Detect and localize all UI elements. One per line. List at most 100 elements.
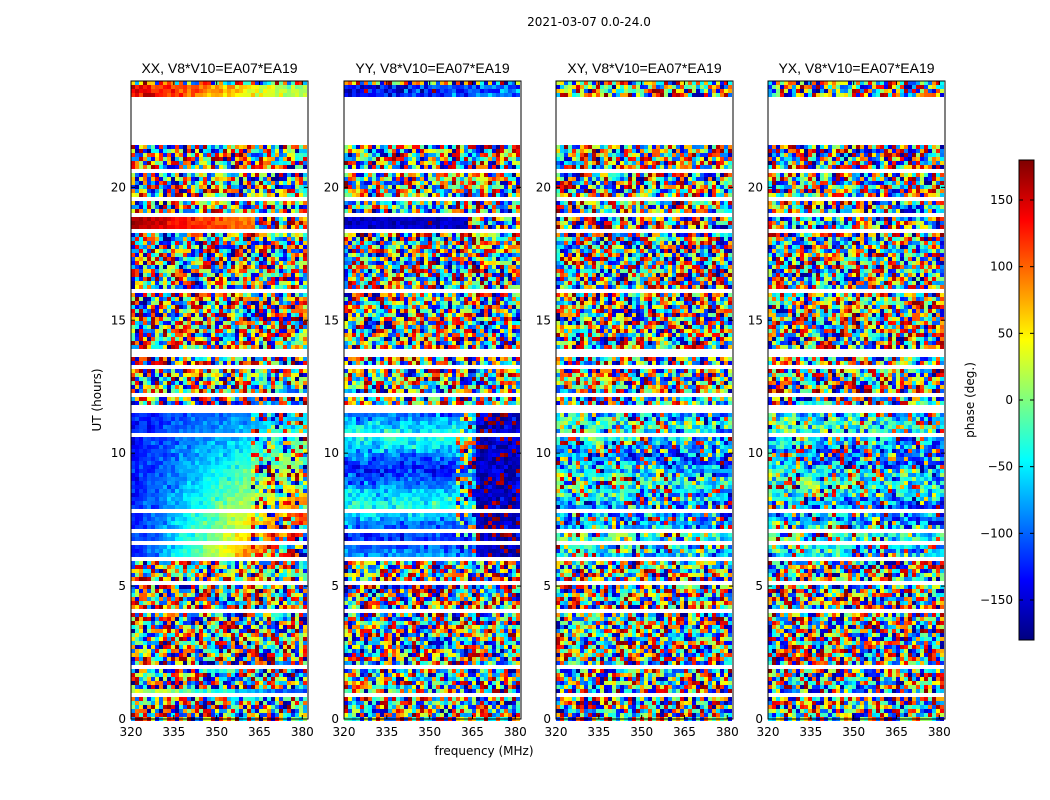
- heatmap-cell: [299, 165, 303, 169]
- heatmap-cell: [279, 93, 283, 97]
- heatmap-cell: [259, 237, 263, 241]
- heatmap-cell: [259, 225, 263, 229]
- heatmap-cell: [159, 189, 163, 193]
- heatmap-cell: [243, 201, 247, 205]
- heatmap-cell: [195, 153, 199, 157]
- heatmap-cell: [231, 217, 235, 221]
- heatmap-cell: [171, 89, 175, 93]
- heatmap-cell: [195, 245, 199, 249]
- heatmap-cell: [291, 81, 295, 85]
- heatmap-cell: [235, 233, 239, 237]
- heatmap-cell: [243, 217, 247, 221]
- heatmap-cell: [223, 161, 227, 165]
- heatmap-cell: [295, 273, 299, 277]
- heatmap-cell: [275, 93, 279, 97]
- heatmap-cell: [203, 285, 207, 289]
- heatmap-cell: [163, 241, 167, 245]
- heatmap-cell: [239, 181, 243, 185]
- heatmap-cell: [175, 253, 179, 257]
- heatmap-cell: [195, 201, 199, 205]
- heatmap-cell: [187, 153, 191, 157]
- heatmap-cell: [235, 285, 239, 289]
- heatmap-cell: [243, 81, 247, 85]
- heatmap-cell: [227, 165, 231, 169]
- heatmap-cell: [219, 261, 223, 265]
- heatmap-cell: [279, 165, 283, 169]
- heatmap-cell: [207, 205, 211, 209]
- heatmap-cell: [255, 85, 259, 89]
- heatmap-cell: [159, 225, 163, 229]
- heatmap-cell: [291, 245, 295, 249]
- heatmap-cell: [171, 245, 175, 249]
- heatmap-cell: [147, 145, 151, 149]
- heatmap-cell: [175, 89, 179, 93]
- heatmap-cell: [215, 201, 219, 205]
- heatmap-cell: [159, 185, 163, 189]
- heatmap-cell: [287, 85, 291, 89]
- heatmap-cell: [295, 277, 299, 281]
- heatmap-cell: [207, 145, 211, 149]
- heatmap-cell: [151, 81, 155, 85]
- heatmap-cell: [191, 237, 195, 241]
- heatmap-cell: [187, 273, 191, 277]
- heatmap-cell: [151, 245, 155, 249]
- heatmap-cell: [155, 257, 159, 261]
- heatmap-cell: [247, 89, 251, 93]
- heatmap-cell: [199, 85, 203, 89]
- heatmap-cell: [259, 93, 263, 97]
- heatmap-cell: [227, 189, 231, 193]
- heatmap-cell: [183, 233, 187, 237]
- heatmap-cell: [139, 201, 143, 205]
- heatmap-cell: [255, 177, 259, 181]
- heatmap-cell: [303, 181, 307, 185]
- heatmap-cell: [259, 193, 263, 197]
- heatmap-cell: [151, 225, 155, 229]
- heatmap-cell: [251, 245, 255, 249]
- heatmap-cell: [195, 241, 199, 245]
- heatmap-cell: [199, 273, 203, 277]
- heatmap-cell: [151, 217, 155, 221]
- heatmap-cell: [231, 177, 235, 181]
- heatmap-cell: [135, 201, 139, 205]
- heatmap-cell: [195, 149, 199, 153]
- heatmap-cell: [207, 177, 211, 181]
- heatmap-cell: [131, 265, 135, 269]
- heatmap-cell: [171, 153, 175, 157]
- heatmap-cell: [227, 85, 231, 89]
- heatmap-cell: [143, 201, 147, 205]
- heatmap-cell: [271, 173, 275, 177]
- heatmap-cell: [171, 181, 175, 185]
- heatmap-cell: [139, 89, 143, 93]
- heatmap-cell: [155, 221, 159, 225]
- heatmap-cell: [227, 249, 231, 253]
- heatmap-cell: [295, 245, 299, 249]
- heatmap-cell: [179, 161, 183, 165]
- heatmap-cell: [219, 225, 223, 229]
- heatmap-cell: [287, 277, 291, 281]
- heatmap-cell: [155, 89, 159, 93]
- heatmap-cell: [275, 189, 279, 193]
- heatmap-cell: [243, 265, 247, 269]
- heatmap-cell: [179, 181, 183, 185]
- heatmap-cell: [139, 245, 143, 249]
- heatmap-cell: [251, 185, 255, 189]
- heatmap-cell: [271, 81, 275, 85]
- heatmap-cell: [235, 157, 239, 161]
- heatmap-cell: [303, 253, 307, 257]
- heatmap-cell: [187, 225, 191, 229]
- heatmap-cell: [147, 269, 151, 273]
- heatmap-cell: [291, 265, 295, 269]
- heatmap-cell: [199, 237, 203, 241]
- heatmap-cell: [147, 261, 151, 265]
- heatmap-cell: [235, 89, 239, 93]
- heatmap-cell: [183, 81, 187, 85]
- heatmap-cell: [163, 257, 167, 261]
- heatmap-cell: [207, 93, 211, 97]
- heatmap-cell: [263, 181, 267, 185]
- heatmap-cell: [139, 273, 143, 277]
- heatmap-cell: [155, 205, 159, 209]
- heatmap-cell: [159, 285, 163, 289]
- heatmap-cell: [259, 253, 263, 257]
- heatmap-cell: [203, 241, 207, 245]
- heatmap-cell: [167, 161, 171, 165]
